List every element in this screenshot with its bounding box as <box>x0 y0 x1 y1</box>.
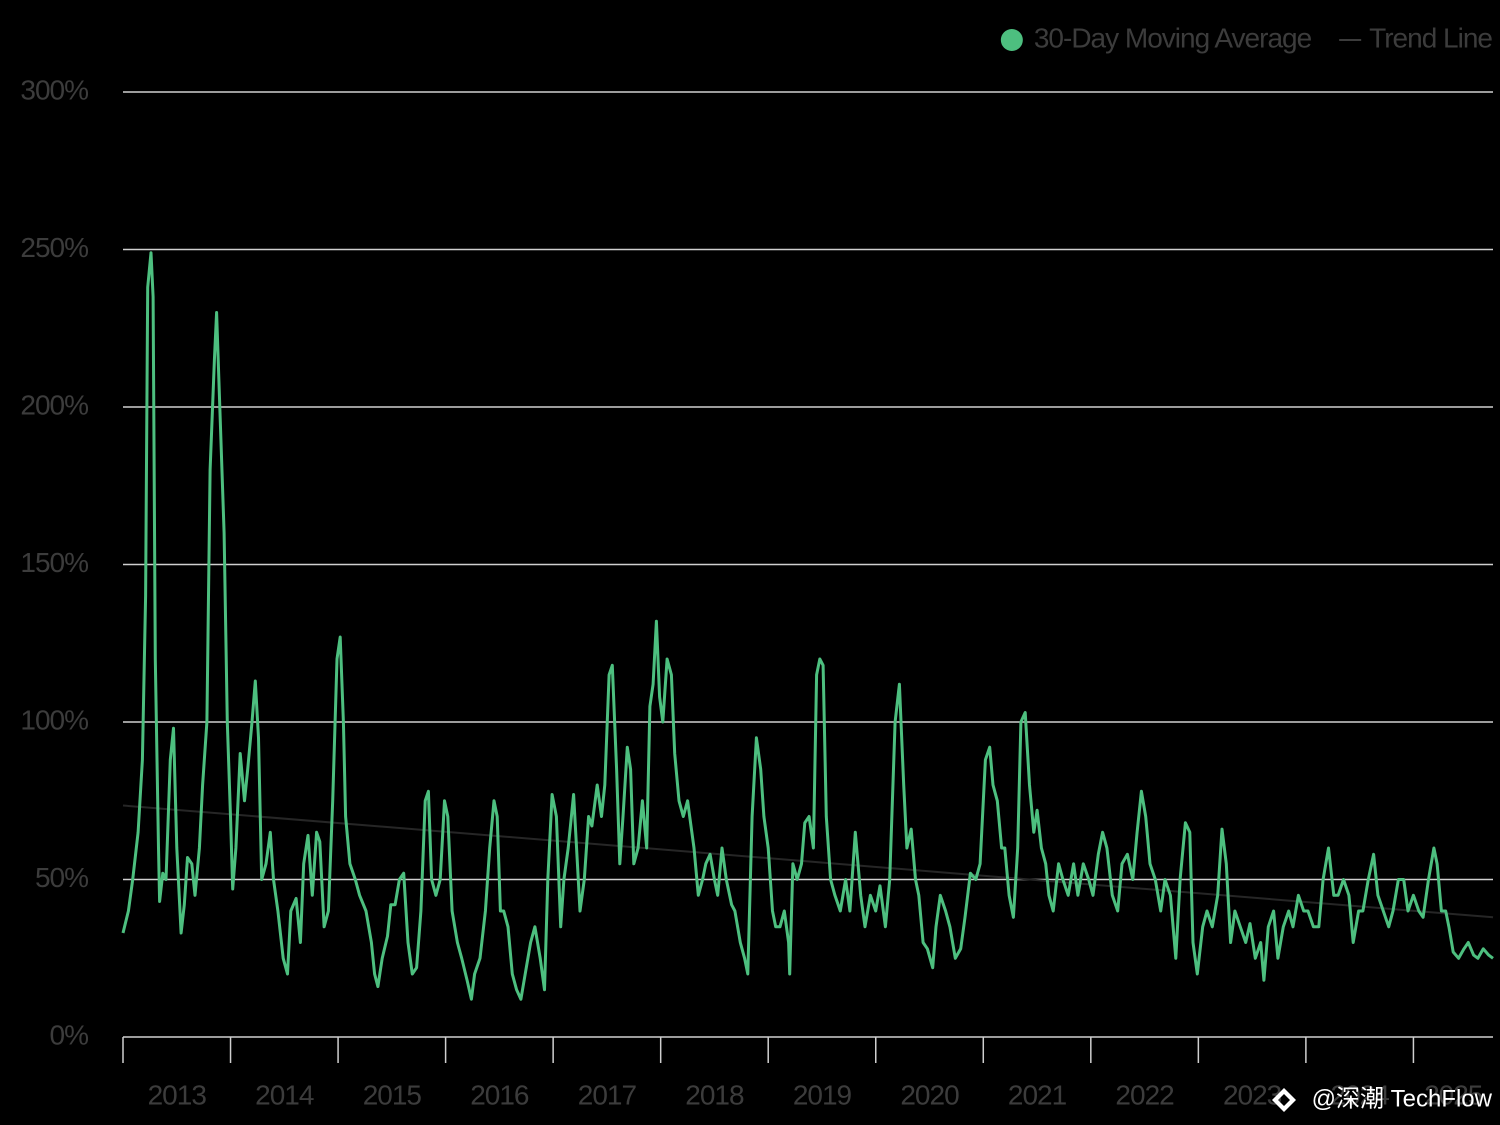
x-tick-label: 2018 <box>685 1079 744 1110</box>
watermark-icon <box>1272 1088 1296 1112</box>
x-tick-label: 2021 <box>1008 1079 1067 1110</box>
y-tick-label: 100% <box>20 704 88 735</box>
line-series <box>121 251 1494 1001</box>
x-tick-label: 2014 <box>255 1079 314 1110</box>
x-tick-label: 2024 <box>1331 1079 1390 1110</box>
y-tick-label: 150% <box>20 547 88 578</box>
x-tick-label: 2020 <box>900 1079 959 1110</box>
x-tick-label: 2013 <box>148 1079 207 1110</box>
x-tick-label: 2016 <box>470 1079 529 1110</box>
watermark-text: @深潮 TechFlow <box>1312 1085 1493 1112</box>
y-tick-label: 0% <box>50 1019 89 1050</box>
x-tick-label: 2019 <box>793 1079 852 1110</box>
y-tick-label: 300% <box>20 74 88 105</box>
x-tick-label: 2015 <box>363 1079 422 1110</box>
y-tick-label: 250% <box>20 232 88 263</box>
x-tick-label: 2022 <box>1115 1079 1174 1110</box>
legend-label: 30-Day Moving Average <box>1034 22 1312 53</box>
legend: Trend Line 30-Day Moving Average <box>1000 22 1493 53</box>
legend-swatch <box>1000 29 1023 51</box>
watermark: @深潮 TechFlow <box>1272 1085 1493 1112</box>
y-tick-label: 50% <box>35 862 88 893</box>
x-tick-label: 2023 <box>1223 1079 1282 1110</box>
x-tick-label: 2017 <box>578 1079 637 1110</box>
x-tick-label: 2025 <box>1424 1079 1483 1110</box>
line-series <box>122 804 1494 919</box>
y-tick-label: 200% <box>20 389 88 420</box>
legend-label: Trend Line <box>1369 22 1492 53</box>
